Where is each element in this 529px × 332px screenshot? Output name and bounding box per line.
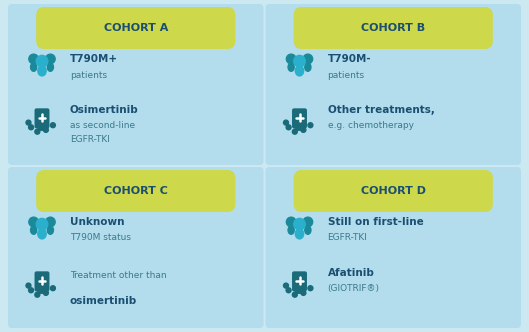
Ellipse shape <box>31 63 37 71</box>
Circle shape <box>29 54 39 64</box>
Bar <box>39 125 45 129</box>
FancyBboxPatch shape <box>34 271 49 291</box>
Circle shape <box>293 129 297 134</box>
Circle shape <box>286 217 296 227</box>
Circle shape <box>26 283 31 288</box>
Circle shape <box>50 286 56 291</box>
Ellipse shape <box>288 226 294 234</box>
Bar <box>297 289 303 292</box>
Text: T790M status: T790M status <box>70 233 131 242</box>
Ellipse shape <box>47 63 53 71</box>
FancyBboxPatch shape <box>292 108 307 128</box>
Text: Unknown: Unknown <box>70 217 124 227</box>
Text: T790M-: T790M- <box>327 54 371 64</box>
Bar <box>297 125 303 129</box>
Text: as second-line: as second-line <box>70 122 135 130</box>
Ellipse shape <box>288 63 294 71</box>
Ellipse shape <box>305 63 311 71</box>
Circle shape <box>301 290 306 295</box>
Text: COHORT D: COHORT D <box>361 186 426 196</box>
Circle shape <box>294 218 305 230</box>
Circle shape <box>286 54 296 64</box>
Ellipse shape <box>38 66 46 76</box>
FancyBboxPatch shape <box>266 167 521 328</box>
Circle shape <box>303 54 313 64</box>
Text: (GIOTRIF®): (GIOTRIF®) <box>327 285 379 293</box>
Circle shape <box>43 290 48 295</box>
FancyBboxPatch shape <box>37 290 47 294</box>
Ellipse shape <box>38 229 46 239</box>
FancyBboxPatch shape <box>294 7 493 49</box>
Circle shape <box>45 217 55 227</box>
Circle shape <box>45 54 55 64</box>
FancyBboxPatch shape <box>294 170 493 212</box>
Circle shape <box>286 125 291 130</box>
Circle shape <box>303 217 313 227</box>
FancyBboxPatch shape <box>36 7 235 49</box>
Ellipse shape <box>305 226 311 234</box>
Text: patients: patients <box>327 70 364 79</box>
Text: Treatment other than: Treatment other than <box>70 271 167 280</box>
Text: COHORT B: COHORT B <box>361 23 425 33</box>
Ellipse shape <box>295 66 304 76</box>
Circle shape <box>43 127 48 132</box>
FancyBboxPatch shape <box>34 108 49 128</box>
Circle shape <box>36 218 48 230</box>
FancyBboxPatch shape <box>292 271 307 291</box>
Circle shape <box>284 120 288 125</box>
Text: EGFR-TKI: EGFR-TKI <box>327 233 367 242</box>
Circle shape <box>50 123 56 128</box>
Circle shape <box>294 55 305 67</box>
Ellipse shape <box>295 229 304 239</box>
FancyBboxPatch shape <box>36 170 235 212</box>
Circle shape <box>293 292 297 297</box>
FancyBboxPatch shape <box>295 290 304 294</box>
Text: EGFR-TKI: EGFR-TKI <box>70 134 110 143</box>
FancyBboxPatch shape <box>8 4 263 165</box>
FancyBboxPatch shape <box>37 127 47 131</box>
FancyBboxPatch shape <box>295 127 304 131</box>
Bar <box>39 289 45 292</box>
Circle shape <box>308 123 313 128</box>
Text: osimertinib: osimertinib <box>70 296 137 306</box>
Text: Osimertinib: Osimertinib <box>70 105 139 115</box>
FancyBboxPatch shape <box>8 167 263 328</box>
Circle shape <box>29 288 33 293</box>
Text: T790M+: T790M+ <box>70 54 118 64</box>
Circle shape <box>35 129 40 134</box>
Text: patients: patients <box>70 70 107 79</box>
Circle shape <box>26 120 31 125</box>
Ellipse shape <box>47 226 53 234</box>
Ellipse shape <box>31 226 37 234</box>
Text: COHORT C: COHORT C <box>104 186 168 196</box>
Circle shape <box>29 217 39 227</box>
Circle shape <box>286 288 291 293</box>
Circle shape <box>301 127 306 132</box>
Circle shape <box>36 55 48 67</box>
Circle shape <box>29 125 33 130</box>
Circle shape <box>308 286 313 291</box>
Text: Other treatments,: Other treatments, <box>327 105 434 115</box>
Circle shape <box>35 292 40 297</box>
FancyBboxPatch shape <box>266 4 521 165</box>
Text: Still on first-line: Still on first-line <box>327 217 423 227</box>
Text: Afatinib: Afatinib <box>327 268 375 278</box>
Text: e.g. chemotherapy: e.g. chemotherapy <box>327 122 414 130</box>
Text: COHORT A: COHORT A <box>104 23 168 33</box>
Circle shape <box>284 283 288 288</box>
